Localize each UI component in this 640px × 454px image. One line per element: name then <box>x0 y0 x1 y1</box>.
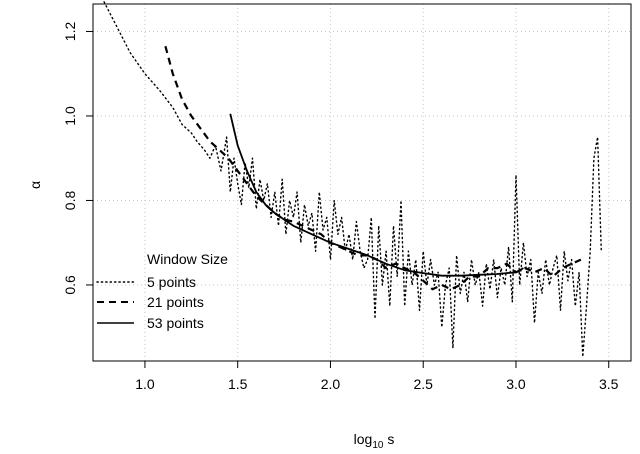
y-axis-title: α <box>27 181 43 189</box>
grid-lines <box>93 4 631 361</box>
x-axis-title: log10 s <box>354 431 395 451</box>
plot-frame <box>92 3 632 362</box>
y-tick-label: 1.2 <box>62 22 78 42</box>
x-tick-label: 1.0 <box>135 376 155 392</box>
y-tick-label: 1.0 <box>62 106 78 126</box>
y-axis: 0.6 0.8 1.0 1.2 <box>62 22 93 295</box>
x-axis-title-rest: s <box>383 431 394 447</box>
series-line-1 <box>103 1 602 358</box>
x-tick-label: 3.5 <box>599 376 619 392</box>
series-line-3 <box>229 113 524 277</box>
legend-label-21-points: 21 points <box>147 294 204 310</box>
legend: Window Size 5 points 21 points 53 points <box>96 251 228 331</box>
legend-title: Window Size <box>147 251 228 267</box>
y-tick-label: 0.8 <box>62 191 78 211</box>
series-lines <box>103 1 602 358</box>
x-axis-title-base: log <box>354 431 373 447</box>
x-axis: 1.0 1.5 2.0 2.5 3.0 3.5 <box>135 361 619 392</box>
x-tick-label: 2.0 <box>321 376 341 392</box>
x-tick-label: 2.5 <box>413 376 433 392</box>
x-tick-label: 3.0 <box>506 376 526 392</box>
x-tick-label: 1.5 <box>228 376 248 392</box>
legend-label-53-points: 53 points <box>147 315 204 331</box>
y-tick-label: 0.6 <box>62 275 78 295</box>
x-axis-title-subscript: 10 <box>372 440 384 451</box>
legend-label-5-points: 5 points <box>147 274 196 290</box>
